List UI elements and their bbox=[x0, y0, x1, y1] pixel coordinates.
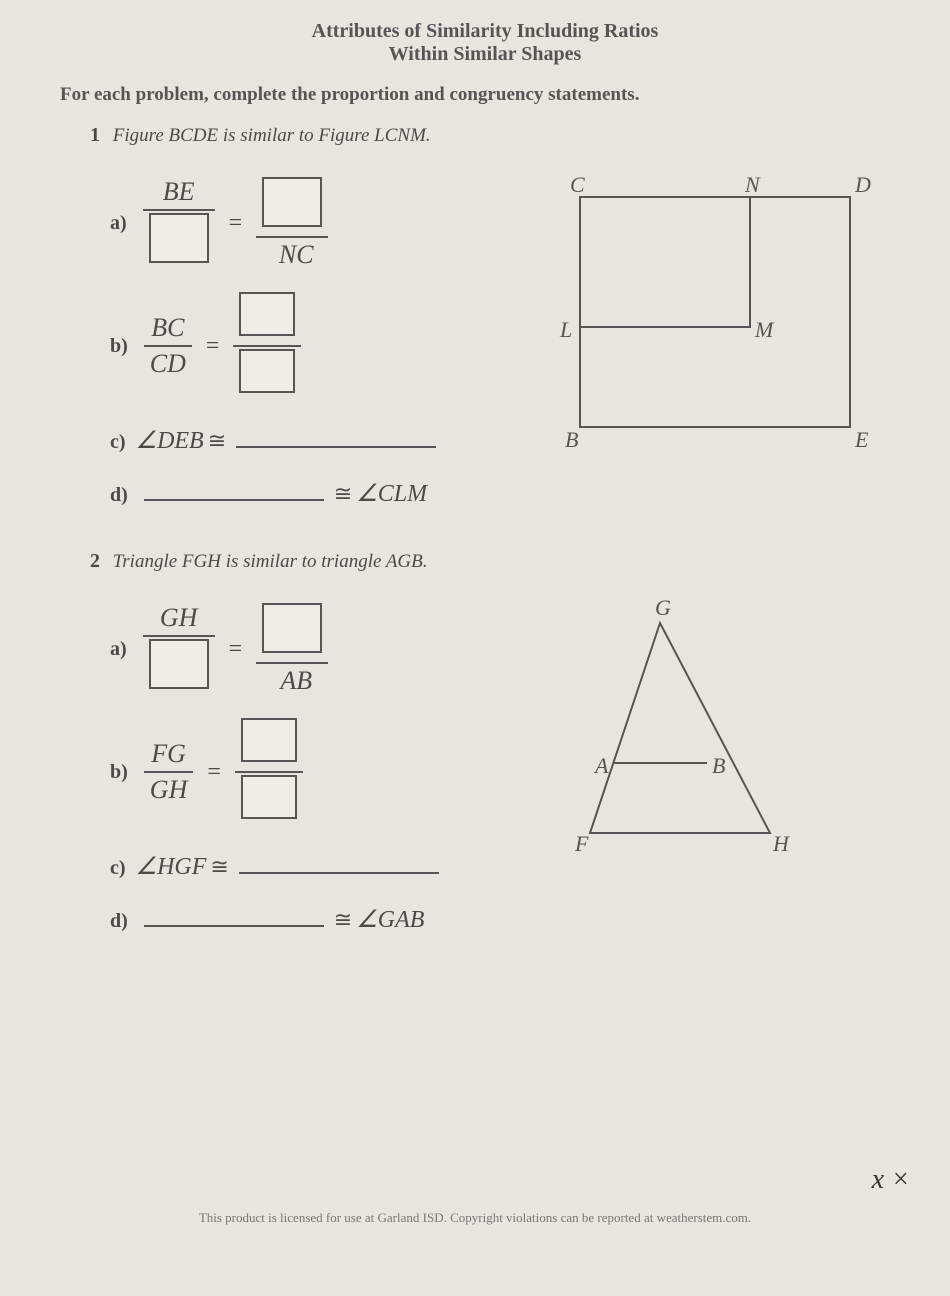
problem-2-left: a) GH = AB b) FG GH = bbox=[60, 583, 540, 958]
item-2b: b) FG GH = bbox=[110, 716, 540, 828]
frac-2b-right-bot bbox=[235, 773, 303, 828]
vertex-A: A bbox=[593, 753, 609, 778]
label-1c: c) bbox=[110, 431, 126, 454]
frac-2b-left-top: FG bbox=[145, 737, 192, 771]
vertex-E: E bbox=[854, 427, 869, 452]
frac-1a-right-top bbox=[256, 175, 328, 236]
label-2b: b) bbox=[110, 761, 128, 784]
answer-blank[interactable] bbox=[144, 479, 324, 501]
figure-fgh-agb: G A B F H bbox=[540, 593, 820, 873]
frac-1b-right-top bbox=[233, 290, 301, 345]
answer-box[interactable] bbox=[239, 292, 295, 336]
vertex-H: H bbox=[772, 831, 790, 856]
problem-1-number: 1 bbox=[90, 124, 100, 146]
item-1c: c) ∠DEB ≅ bbox=[110, 426, 540, 455]
problem-2-figure: G A B F H bbox=[540, 583, 910, 873]
angle-1d: ∠CLM bbox=[356, 479, 427, 508]
problem-2-row: a) GH = AB b) FG GH = bbox=[60, 583, 910, 958]
frac-2a-left-bot bbox=[143, 637, 215, 698]
frac-1b-left: BC CD bbox=[144, 311, 192, 381]
frac-2a-right-top bbox=[256, 601, 328, 662]
frac-1b-left-bot: CD bbox=[144, 347, 192, 381]
frac-1b-right bbox=[233, 290, 301, 402]
frac-2b-left: FG GH bbox=[144, 737, 194, 807]
vertex-G: G bbox=[655, 595, 671, 620]
problem-2-intro: 2 Triangle FGH is similar to triangle AG… bbox=[90, 550, 910, 573]
vertex-N: N bbox=[744, 172, 761, 197]
congruent-icon: ≅ bbox=[334, 907, 352, 933]
frac-1a-left-bot bbox=[143, 211, 215, 272]
header-line-1: Attributes of Similarity Including Ratio… bbox=[60, 20, 910, 43]
vertex-C: C bbox=[570, 172, 585, 197]
handwriting-scribble: x × bbox=[872, 1164, 910, 1196]
frac-1b-right-bot bbox=[233, 347, 301, 402]
item-2a: a) GH = AB bbox=[110, 601, 540, 698]
equals-icon: = bbox=[206, 333, 220, 360]
frac-2a-right-bot: AB bbox=[274, 664, 318, 698]
vertex-L: L bbox=[559, 317, 572, 342]
item-1a: a) BE = NC bbox=[110, 175, 540, 272]
problem-1-left: a) BE = NC b) BC CD = bbox=[60, 157, 540, 532]
problem-1-intro: 1 Figure BCDE is similar to Figure LCNM. bbox=[90, 124, 910, 147]
item-2c: c) ∠HGF ≅ bbox=[110, 852, 540, 881]
frac-1a-left: BE bbox=[143, 175, 215, 272]
problem-1-figure: C N D L M B E bbox=[540, 157, 910, 467]
problem-2-text: Triangle FGH is similar to triangle AGB. bbox=[113, 551, 428, 572]
item-1d: d) ≅ ∠CLM bbox=[110, 479, 540, 508]
vertex-D: D bbox=[854, 172, 871, 197]
footer-text: This product is licensed for use at Garl… bbox=[0, 1210, 950, 1226]
frac-2b-right bbox=[235, 716, 303, 828]
frac-1b-left-top: BC bbox=[145, 311, 190, 345]
angle-1c: ∠DEB bbox=[136, 426, 204, 455]
frac-2a-left: GH bbox=[143, 601, 215, 698]
label-1d: d) bbox=[110, 484, 128, 507]
label-2c: c) bbox=[110, 857, 126, 880]
frac-1a-right: NC bbox=[256, 175, 328, 272]
answer-box[interactable] bbox=[241, 718, 297, 762]
label-2d: d) bbox=[110, 910, 128, 933]
congruent-icon: ≅ bbox=[208, 428, 226, 454]
frac-2b-left-bot: GH bbox=[144, 773, 194, 807]
congruent-icon: ≅ bbox=[334, 481, 352, 507]
answer-blank[interactable] bbox=[236, 426, 436, 448]
figure-bcde-lcnm: C N D L M B E bbox=[540, 167, 880, 467]
angle-2c: ∠HGF bbox=[136, 852, 207, 881]
answer-blank[interactable] bbox=[144, 905, 324, 927]
frac-1a-left-top: BE bbox=[157, 175, 201, 209]
answer-box[interactable] bbox=[241, 775, 297, 819]
frac-2a-left-top: GH bbox=[154, 601, 204, 635]
answer-box[interactable] bbox=[262, 177, 322, 227]
label-1a: a) bbox=[110, 212, 127, 235]
instruction-text: For each problem, complete the proportio… bbox=[60, 84, 910, 106]
problem-1-text: Figure BCDE is similar to Figure LCNM. bbox=[113, 125, 431, 146]
item-1b: b) BC CD = bbox=[110, 290, 540, 402]
equals-icon: = bbox=[207, 759, 221, 786]
label-2a: a) bbox=[110, 638, 127, 661]
vertex-F: F bbox=[574, 831, 589, 856]
problem-1-row: a) BE = NC b) BC CD = bbox=[60, 157, 910, 532]
vertex-B: B bbox=[565, 427, 578, 452]
vertex-M: M bbox=[754, 317, 775, 342]
item-2d: d) ≅ ∠GAB bbox=[110, 905, 540, 934]
header-line-2: Within Similar Shapes bbox=[60, 43, 910, 66]
answer-box[interactable] bbox=[239, 349, 295, 393]
equals-icon: = bbox=[229, 210, 243, 237]
frac-2a-right: AB bbox=[256, 601, 328, 698]
congruent-icon: ≅ bbox=[210, 854, 228, 880]
problem-2-number: 2 bbox=[90, 550, 100, 572]
answer-box[interactable] bbox=[262, 603, 322, 653]
answer-blank[interactable] bbox=[239, 852, 439, 874]
vertex-B-tri: B bbox=[712, 753, 725, 778]
label-1b: b) bbox=[110, 335, 128, 358]
answer-box[interactable] bbox=[149, 639, 209, 689]
equals-icon: = bbox=[229, 636, 243, 663]
frac-1a-right-bot: NC bbox=[273, 238, 320, 272]
frac-2b-right-top bbox=[235, 716, 303, 771]
angle-2d: ∠GAB bbox=[356, 905, 424, 934]
answer-box[interactable] bbox=[149, 213, 209, 263]
